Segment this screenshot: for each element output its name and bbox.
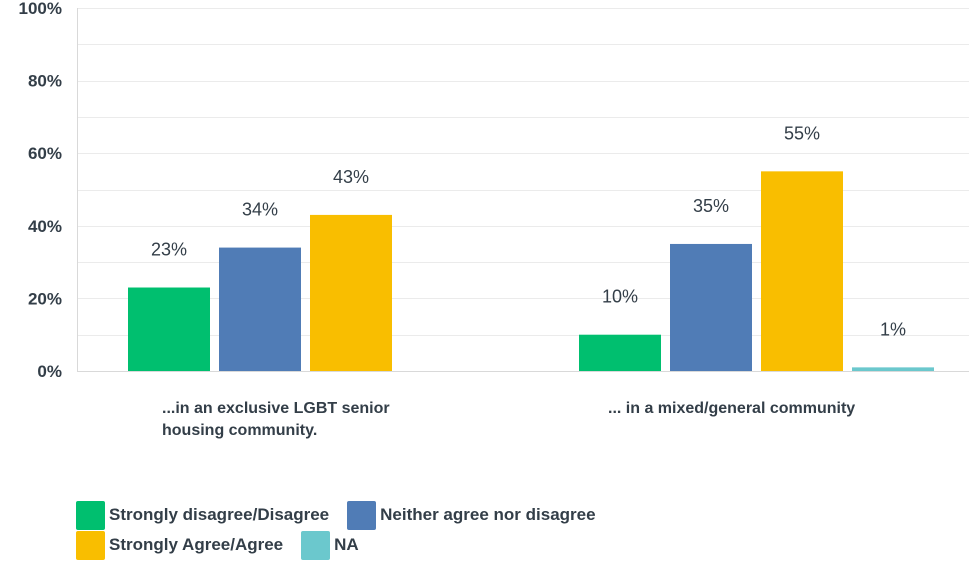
- legend-item-neither: Neither agree nor disagree: [347, 500, 596, 530]
- y-tick-label: 60%: [28, 144, 62, 163]
- data-label: 43%: [333, 167, 369, 187]
- legend-swatch-neither: [347, 500, 377, 530]
- bar: [310, 214, 392, 371]
- chart-legend: Strongly disagree/Disagree Neither agree…: [76, 500, 796, 560]
- legend-label-disagree: Strongly disagree/Disagree: [109, 505, 330, 524]
- category-label-mixed-community: ... in a mixed/general community: [608, 400, 856, 417]
- data-label: 23%: [151, 240, 187, 260]
- legend-swatch-agree: [76, 530, 105, 560]
- legend-swatch-disagree: [76, 500, 105, 530]
- y-tick-label: 20%: [28, 289, 62, 308]
- data-label: 55%: [784, 123, 820, 143]
- bar: [579, 334, 661, 371]
- data-label: 1%: [880, 319, 906, 339]
- legend-swatch-na: [301, 530, 331, 560]
- legend-item-na: NA: [301, 530, 359, 560]
- bar: [761, 171, 843, 371]
- bar: [670, 243, 752, 371]
- bar: [219, 247, 301, 371]
- y-tick-label: 40%: [28, 217, 62, 236]
- bar: [852, 367, 934, 371]
- y-tick-label: 100%: [19, 0, 62, 18]
- legend-item-disagree: Strongly disagree/Disagree: [76, 500, 330, 530]
- y-tick-label: 80%: [28, 72, 62, 91]
- legend-label-agree: Strongly Agree/Agree: [109, 535, 284, 554]
- bar-chart: 0% 20% 40% 60% 80% 100% 23% 34% 43% 10% 35% 55% 1% .…: [19, 0, 969, 439]
- y-tick-label: 0%: [37, 362, 62, 381]
- legend-item-agree: Strongly Agree/Agree: [76, 530, 284, 560]
- legend-label-na: NA: [334, 535, 359, 554]
- legend-label-neither: Neither agree nor disagree: [380, 505, 596, 524]
- category-label-lgbt-housing: ...in an exclusive LGBT senior housing c…: [162, 400, 390, 439]
- bar: [128, 287, 210, 371]
- data-label: 35%: [693, 196, 729, 216]
- data-label: 34%: [242, 200, 278, 220]
- data-label: 10%: [602, 287, 638, 307]
- chart-canvas: 0% 20% 40% 60% 80% 100% 23% 34% 43% 10% 35% 55% 1%: [19, 0, 969, 381]
